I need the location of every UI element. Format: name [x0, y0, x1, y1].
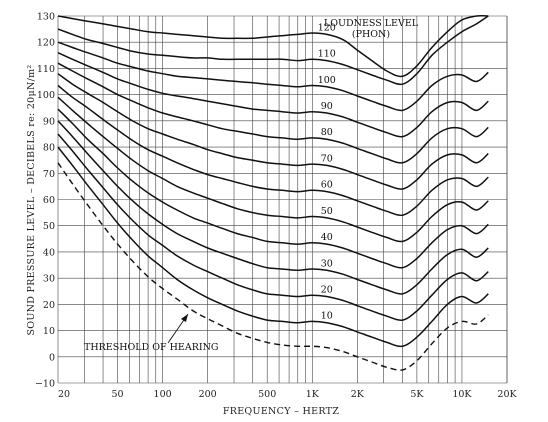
- x-tick-label: 500: [258, 389, 276, 400]
- curve-labels: 10 20 30 40 50 60 70 80 90 100 110 120: [318, 22, 336, 321]
- phon-curve-70: [57, 73, 489, 190]
- y-tick-label: 0: [49, 352, 55, 363]
- phon-label: 10: [321, 311, 333, 322]
- threshold-curve: [57, 162, 489, 371]
- phon-curve-50: [57, 96, 489, 243]
- x-axis-label: FREQUENCY – HERTZ: [223, 406, 339, 417]
- phon-curve-100: [57, 41, 489, 112]
- y-tick-label: 20: [43, 300, 55, 311]
- phon-label: 20: [321, 284, 333, 295]
- y-tick-label: 40: [43, 247, 55, 258]
- y-tick-label: −10: [35, 379, 55, 390]
- y-tick-label: 100: [37, 90, 55, 101]
- phon-curve-80: [57, 62, 489, 164]
- phon-label: 40: [321, 232, 333, 243]
- y-tick-label: 50: [43, 221, 55, 232]
- y-tick-label: 30: [43, 274, 55, 285]
- x-tick-labels: 20 50 100 200 500 1K 2K 5K 10K 20K: [58, 389, 517, 400]
- x-tick-label: 2K: [351, 389, 365, 400]
- phon-curve-40: [57, 108, 489, 269]
- x-tick-label: 20K: [497, 389, 517, 400]
- x-tick-label: 5K: [410, 389, 424, 400]
- phon-label: 60: [321, 180, 333, 191]
- x-tick-label: 10K: [452, 389, 472, 400]
- x-tick-label: 100: [154, 389, 172, 400]
- y-tick-label: 70: [43, 169, 55, 180]
- legend-title-line-1: LOUDNESS LEVEL: [324, 18, 419, 29]
- phon-curve-20: [57, 133, 489, 321]
- phon-curve-120: [57, 14, 489, 78]
- phon-label: 80: [321, 127, 333, 138]
- phon-curve-10: [57, 146, 489, 348]
- x-tick-label: 50: [112, 389, 124, 400]
- curves: [57, 14, 489, 371]
- phon-curve-30: [57, 120, 489, 295]
- legend-title-line-2: (PHON): [352, 29, 390, 40]
- threshold-arrowhead: [181, 314, 188, 322]
- y-tick-label: 10: [43, 326, 55, 337]
- threshold-label: THRESHOLD OF HEARING: [84, 342, 219, 353]
- x-tick-label: 1K: [306, 389, 320, 400]
- phon-label: 120: [318, 22, 336, 33]
- y-tick-label: 130: [37, 12, 55, 23]
- phon-label: 110: [318, 49, 336, 60]
- x-tick-label: 20: [58, 389, 70, 400]
- phon-label: 30: [321, 258, 333, 269]
- phon-curve-110: [57, 15, 489, 86]
- y-tick-label: 120: [37, 38, 55, 49]
- y-tick-label: 60: [43, 195, 55, 206]
- y-tick-label: 80: [43, 143, 55, 154]
- phon-curve-60: [57, 84, 489, 217]
- phon-label: 90: [321, 101, 333, 112]
- phon-label: 70: [321, 153, 333, 164]
- x-tick-label: 200: [199, 389, 217, 400]
- y-axis-label: SOUND PRESSURE LEVEL – DECIBELS re: 20μN…: [26, 64, 37, 335]
- y-tick-label: 110: [37, 64, 55, 75]
- phon-curve-90: [57, 52, 489, 138]
- phon-label: 50: [321, 206, 333, 217]
- phon-label: 100: [318, 75, 336, 86]
- y-tick-label: 90: [43, 116, 55, 127]
- grid: [57, 15, 508, 384]
